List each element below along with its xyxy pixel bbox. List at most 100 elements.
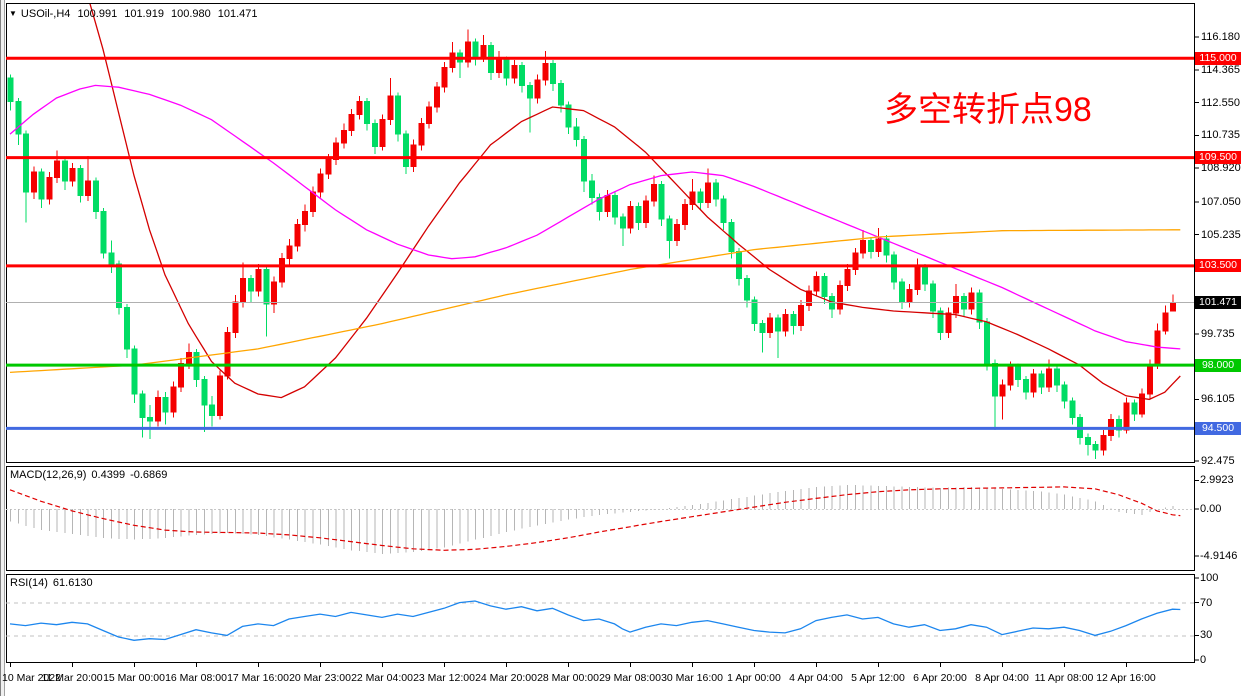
candle-up xyxy=(449,52,456,68)
candle-down xyxy=(550,63,556,85)
candle-up xyxy=(650,184,657,202)
candle-up xyxy=(627,205,634,229)
candle-down xyxy=(209,404,215,417)
candle-up xyxy=(798,305,804,326)
candle-up xyxy=(875,238,882,252)
candle-down xyxy=(1092,444,1099,451)
time-axis[interactable] xyxy=(6,662,1194,696)
candle-down xyxy=(526,84,533,99)
candle-up xyxy=(30,171,37,193)
price-level-badge: 115.000 xyxy=(1195,51,1241,65)
candle-up xyxy=(1007,366,1014,386)
macd-indicator-label: MACD(12,26,9) 0.4399 -0.6869 xyxy=(10,469,172,481)
candle-up xyxy=(860,240,866,254)
candle-down xyxy=(1115,418,1122,431)
time-axis-label: 30 Mar 16:00 xyxy=(661,672,723,684)
candle-up xyxy=(286,245,293,260)
candle-down xyxy=(201,379,208,406)
candle-up xyxy=(224,332,231,377)
candle-down xyxy=(565,104,572,128)
candle-up xyxy=(255,268,262,292)
annotation-text: 多空转折点98 xyxy=(884,91,1092,129)
candle-up xyxy=(805,290,812,307)
candle-up xyxy=(216,375,223,417)
price-tick-label: 99.735 xyxy=(1201,327,1235,340)
candle-up xyxy=(232,301,239,334)
candle-up xyxy=(1030,373,1037,393)
time-axis-label: 16 Mar 08:00 xyxy=(165,672,227,684)
candle-up xyxy=(542,63,549,81)
candle-up xyxy=(604,194,611,213)
price-level-badge: 103.500 xyxy=(1195,259,1241,273)
candle-down xyxy=(635,205,642,224)
candle-up xyxy=(495,59,502,74)
price-axis[interactable] xyxy=(1194,0,1241,662)
candle-down xyxy=(666,218,673,242)
candle-down xyxy=(519,65,525,86)
candle-down xyxy=(472,41,479,57)
candle-down xyxy=(922,267,928,285)
candle-down xyxy=(108,252,115,265)
candle-down xyxy=(1038,373,1045,388)
rsi-scale-label: 100 xyxy=(1200,572,1219,584)
candle-down xyxy=(619,216,626,229)
candle-up xyxy=(278,258,285,283)
candle-down xyxy=(573,126,580,141)
candle-down xyxy=(147,416,153,422)
candle-down xyxy=(976,292,983,323)
candle-up xyxy=(464,41,471,63)
rsi-scale-label: 30 xyxy=(1200,629,1213,642)
time-axis-label: 11 Mar 20:00 xyxy=(41,672,103,684)
candle-up xyxy=(325,158,332,175)
candle-up xyxy=(1046,368,1052,388)
candle-up xyxy=(240,278,246,303)
candle-up xyxy=(674,223,680,242)
symbol-dropdown-icon[interactable]: ▼ xyxy=(9,9,17,18)
candle-down xyxy=(712,182,719,200)
candle-down xyxy=(23,133,29,193)
time-axis-label: 24 Mar 20:00 xyxy=(475,672,537,684)
symbol-label: USOil-,H4 xyxy=(20,8,71,20)
price-tick-label: 110.735 xyxy=(1201,129,1240,142)
candle-down xyxy=(503,59,510,79)
macd-name: MACD(12,26,9) xyxy=(10,469,87,481)
candle-up xyxy=(333,142,339,160)
candle-up xyxy=(705,182,711,204)
macd-signal-value: -0.6869 xyxy=(130,469,168,481)
time-axis-label: 28 Mar 00:00 xyxy=(537,672,599,684)
price-tick-label: 92.475 xyxy=(1201,455,1235,467)
main-panel xyxy=(6,3,1195,463)
price-tick-label: 107.050 xyxy=(1201,195,1241,208)
candle-up xyxy=(271,281,277,305)
time-axis-label: 6 Apr 20:00 xyxy=(913,672,967,684)
candle-down xyxy=(774,317,781,332)
candle-down xyxy=(100,211,107,254)
candle-up xyxy=(643,200,649,224)
time-axis-label: 1 Apr 00:00 xyxy=(727,672,781,684)
candle-down xyxy=(883,238,890,256)
price-level-badge: 94.500 xyxy=(1195,421,1241,435)
price-tick-label: 108.920 xyxy=(1201,162,1241,175)
candle-up xyxy=(852,252,859,270)
candle-down xyxy=(371,122,378,148)
price-level-badge: 109.500 xyxy=(1195,151,1241,165)
time-axis-label: 23 Mar 12:00 xyxy=(413,672,475,684)
candle-up xyxy=(433,86,440,108)
candle-down xyxy=(61,160,68,182)
candle-up xyxy=(1100,435,1107,451)
candle-up xyxy=(953,296,959,314)
candle-down xyxy=(821,276,828,298)
ma-magenta xyxy=(9,84,1181,350)
candle-down xyxy=(898,281,905,303)
price-level-badge: 98.000 xyxy=(1195,358,1241,372)
rsi-value: 61.6130 xyxy=(52,577,93,589)
candle-down xyxy=(612,194,618,218)
candle-up xyxy=(782,314,789,332)
time-axis-label: 5 Apr 12:00 xyxy=(851,672,905,684)
time-axis-label: 12 Apr 16:00 xyxy=(1096,672,1156,684)
candle-down xyxy=(596,196,603,213)
candle-down xyxy=(1069,400,1076,418)
candle-up xyxy=(1123,402,1130,431)
candle-down xyxy=(658,184,665,220)
